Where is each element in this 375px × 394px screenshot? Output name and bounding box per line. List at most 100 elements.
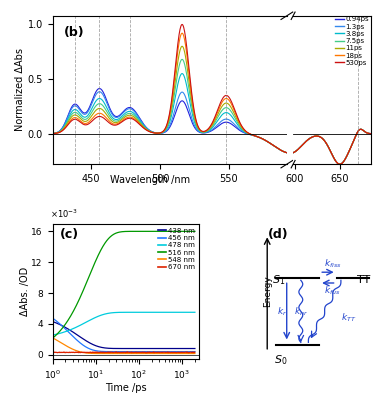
548 nm: [154, 351, 159, 356]
3.8ps: [48, 131, 52, 136]
0.94ps: [98, 86, 102, 91]
18ps: [180, 31, 184, 35]
7.5ps: [159, 130, 163, 135]
18ps: [255, 134, 260, 139]
530ps: [48, 131, 52, 136]
Legend: 438 nm, 456 nm, 478 nm, 516 nm, 548 nm, 670 nm: 438 nm, 456 nm, 478 nm, 516 nm, 548 nm, …: [156, 225, 198, 273]
11ps: [255, 134, 260, 139]
478 nm: [193, 310, 197, 315]
Legend: 0.94ps, 1.3ps, 3.8ps, 7.5ps, 11ps, 18ps, 530ps: 0.94ps, 1.3ps, 3.8ps, 7.5ps, 11ps, 18ps,…: [332, 13, 372, 69]
530ps: [255, 134, 260, 139]
18ps: [61, 128, 65, 132]
670 nm: [50, 350, 55, 355]
11ps: [186, 77, 191, 82]
1.3ps: [284, 150, 289, 155]
Text: $k_{fiss}$: $k_{fiss}$: [324, 258, 341, 270]
Line: 438 nm: 438 nm: [53, 322, 195, 349]
0.94ps: [109, 108, 113, 113]
0.94ps: [284, 150, 289, 155]
670 nm: [97, 350, 101, 355]
1.3ps: [61, 125, 65, 130]
1.3ps: [98, 89, 102, 94]
670 nm: [140, 350, 145, 355]
0.94ps: [186, 111, 191, 115]
456 nm: [97, 349, 101, 353]
Line: 548 nm: 548 nm: [53, 338, 195, 353]
11ps: [61, 127, 65, 132]
478 nm: [151, 310, 155, 315]
7.5ps: [284, 150, 289, 155]
Text: Wavelength /nm: Wavelength /nm: [110, 175, 190, 185]
Text: $k_r$: $k_r$: [277, 305, 287, 318]
670 nm: [68, 350, 72, 355]
11ps: [284, 150, 289, 155]
516 nm: [97, 251, 101, 256]
18ps: [203, 129, 207, 134]
438 nm: [68, 327, 72, 332]
548 nm: [153, 351, 158, 356]
516 nm: [140, 229, 144, 234]
516 nm: [68, 315, 72, 320]
Text: TT: TT: [357, 275, 370, 285]
7.5ps: [108, 115, 113, 120]
Line: 1.3ps: 1.3ps: [50, 92, 286, 152]
478 nm: [106, 311, 111, 316]
18ps: [48, 131, 52, 136]
438 nm: [154, 346, 159, 351]
1.3ps: [203, 130, 207, 135]
438 nm: [97, 344, 101, 349]
478 nm: [68, 328, 72, 333]
438 nm: [193, 346, 197, 351]
3.8ps: [284, 150, 289, 155]
Line: 7.5ps: 7.5ps: [50, 59, 286, 152]
516 nm: [154, 229, 158, 234]
516 nm: [50, 336, 55, 341]
0.94ps: [203, 130, 207, 135]
438 nm: [153, 346, 158, 351]
530ps: [284, 150, 289, 155]
670 nm: [144, 351, 148, 355]
456 nm: [153, 349, 158, 354]
7.5ps: [203, 130, 207, 134]
438 nm: [145, 346, 150, 351]
11ps: [108, 117, 113, 122]
Text: (d): (d): [268, 228, 289, 241]
670 nm: [106, 350, 111, 355]
548 nm: [50, 335, 55, 340]
456 nm: [154, 349, 159, 354]
548 nm: [128, 351, 132, 356]
Text: (c): (c): [60, 228, 79, 241]
18ps: [108, 120, 113, 125]
Y-axis label: ΔAbs. /OD: ΔAbs. /OD: [20, 266, 30, 316]
530ps: [186, 63, 191, 68]
0.94ps: [159, 131, 164, 136]
3.8ps: [203, 130, 207, 135]
0.94ps: [61, 125, 65, 129]
456 nm: [50, 316, 55, 320]
3.8ps: [159, 131, 163, 136]
548 nm: [97, 351, 101, 356]
530ps: [108, 121, 113, 126]
548 nm: [68, 345, 72, 350]
18ps: [284, 150, 289, 155]
438 nm: [50, 319, 55, 324]
7.5ps: [186, 85, 191, 90]
456 nm: [136, 349, 141, 354]
530ps: [61, 128, 65, 133]
7.5ps: [255, 134, 260, 139]
3.8ps: [61, 126, 65, 130]
Y-axis label: Normalized ΔAbs: Normalized ΔAbs: [15, 48, 25, 132]
530ps: [203, 129, 207, 134]
Text: $S_0$: $S_0$: [274, 353, 287, 367]
516 nm: [153, 229, 158, 234]
456 nm: [68, 331, 72, 336]
Text: (b): (b): [64, 26, 85, 39]
548 nm: [106, 351, 111, 356]
1.3ps: [255, 134, 260, 139]
11ps: [159, 130, 163, 135]
0.94ps: [255, 134, 260, 139]
456 nm: [140, 349, 145, 354]
478 nm: [97, 314, 101, 318]
Line: 670 nm: 670 nm: [53, 352, 195, 353]
Text: $k_{TT}$: $k_{TT}$: [341, 312, 356, 324]
